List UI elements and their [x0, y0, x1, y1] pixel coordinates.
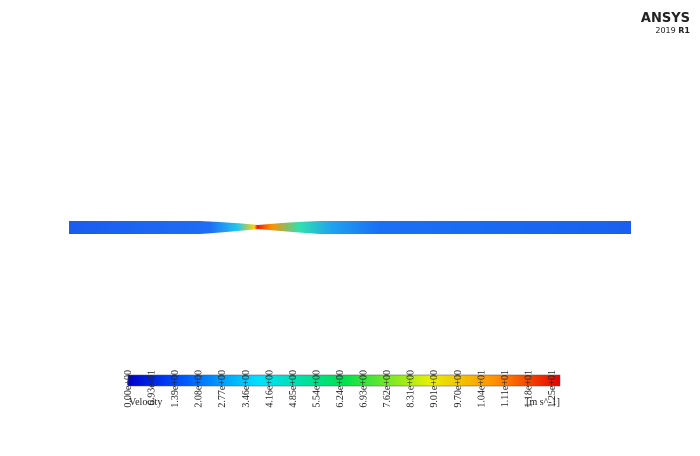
colorbar-tick-label: 9.01e+00 [429, 370, 440, 408]
colorbar-tick-label: 0.00e+00 [123, 370, 134, 408]
colorbar-tick-label: 7.62e+00 [382, 370, 393, 408]
logo-name: ANSYS [641, 11, 690, 26]
colorbar-tick-label: 4.16e+00 [264, 370, 275, 408]
colorbar-tick-label: 2.08e+00 [194, 370, 205, 408]
colorbar-tick-label: 3.46e+00 [241, 370, 252, 408]
velocity-contour [69, 221, 631, 234]
colorbar-tick-label: 6.93e-01 [147, 370, 158, 405]
colorbar-tick-label: 6.93e+00 [359, 370, 370, 408]
colorbar-tick-label: 1.11e+01 [500, 370, 511, 407]
release: R1 [678, 26, 690, 35]
legend-units: [m s^-1] [526, 397, 560, 408]
colorbar-tick-label: 6.24e+00 [335, 370, 346, 408]
version: 2019 [655, 26, 675, 35]
colorbar [127, 374, 561, 387]
logo-version: 2019 R1 [655, 26, 690, 35]
colorbar-tick-label: 1.25e+01 [547, 370, 558, 408]
colorbar-tick-label: 9.70e+00 [453, 370, 464, 408]
legend-title: Velocity [129, 397, 162, 408]
colorbar-tick-label: 2.77e+00 [217, 370, 228, 408]
colorbar-tick-label: 4.85e+00 [288, 370, 299, 408]
colorbar-tick-label: 5.54e+00 [311, 370, 322, 408]
colorbar-labels: 0.00e+00 6.93e-01 1.39e+00 2.08e+00 2.77e+00… [123, 370, 558, 408]
colorbar-tick-label: 1.39e+00 [170, 370, 181, 408]
colorbar-tick-label: 8.31e+00 [406, 370, 417, 408]
colorbar-tick-label: 1.18e+01 [523, 370, 534, 408]
colorbar-tick-label: 1.04e+01 [476, 370, 487, 408]
